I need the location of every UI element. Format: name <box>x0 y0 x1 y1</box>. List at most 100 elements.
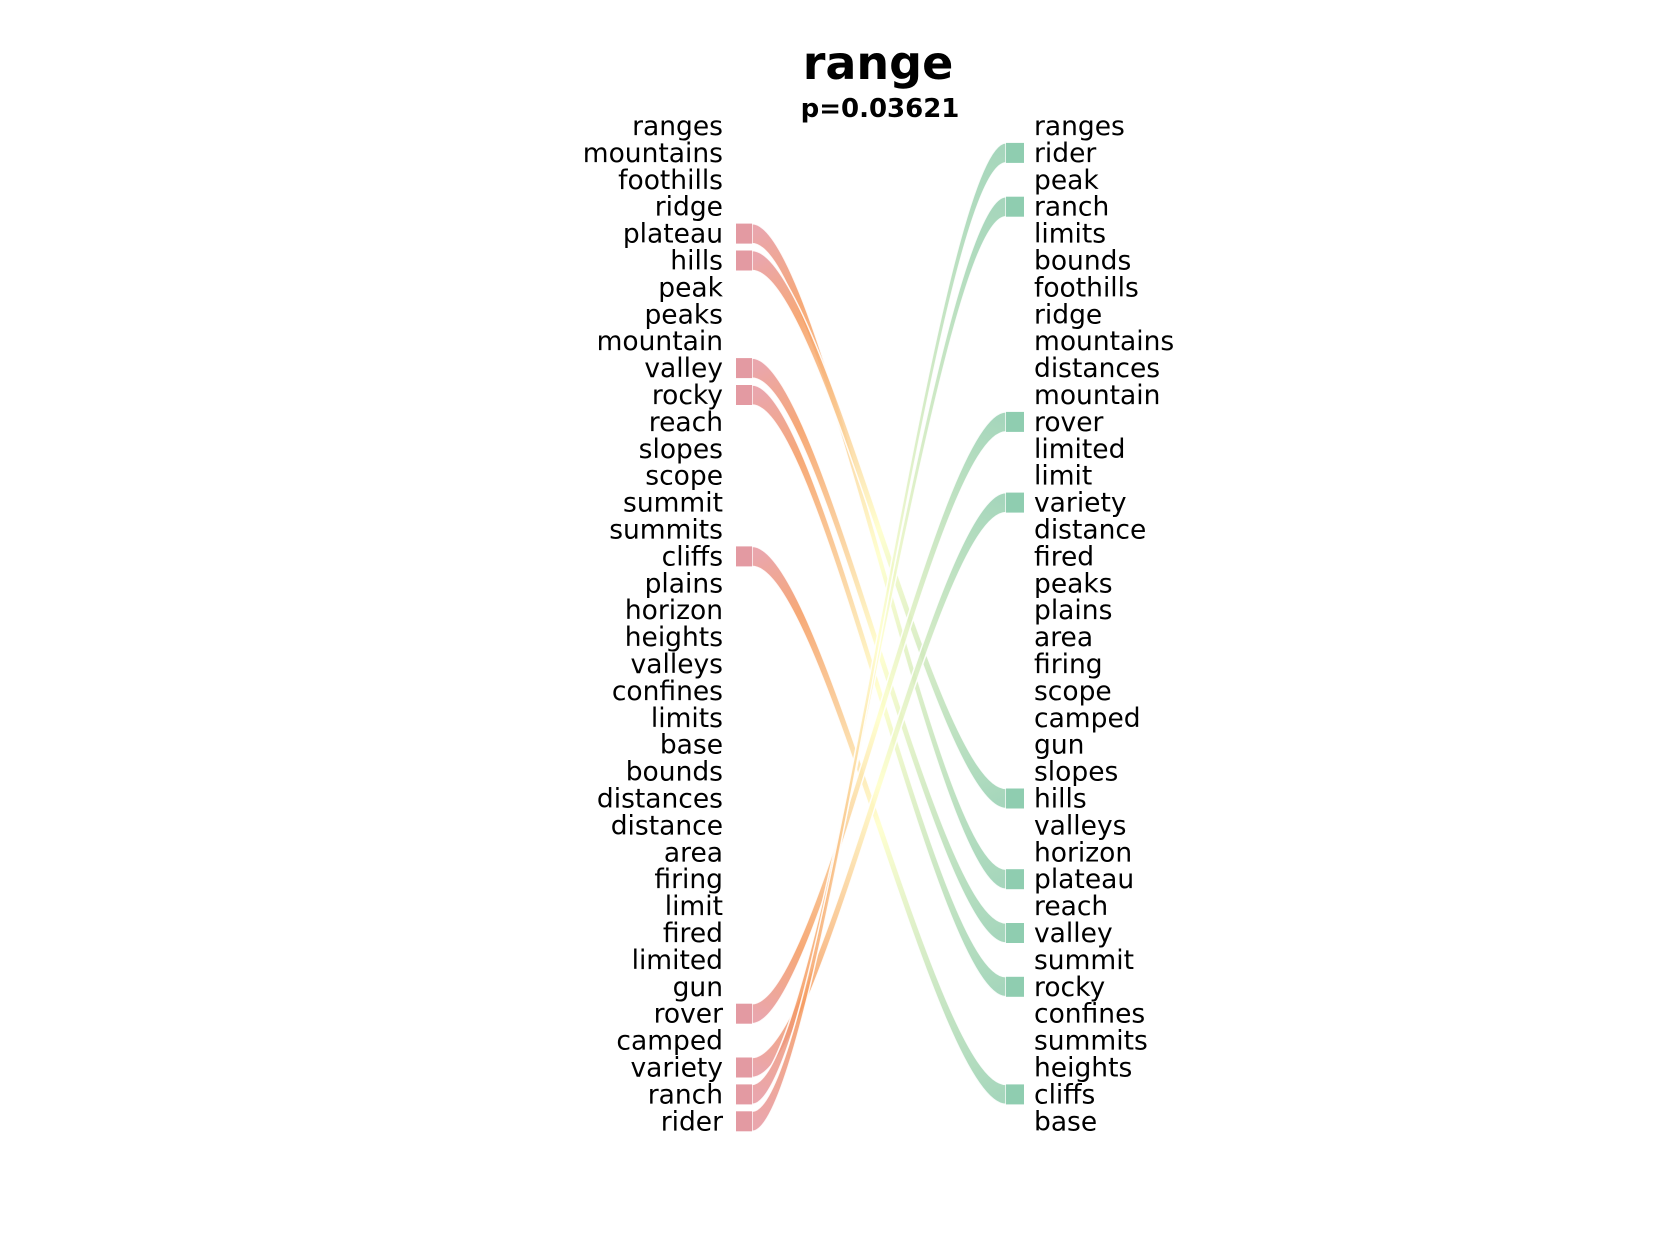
left-word: rocky <box>652 380 723 411</box>
left-marker-rover <box>736 1003 752 1024</box>
right-word: ridge <box>1034 299 1102 330</box>
right-word: peaks <box>1034 568 1113 599</box>
left-word: rider <box>661 1106 723 1137</box>
right-marker-variety <box>1006 492 1024 513</box>
right-word: hills <box>1034 784 1087 815</box>
right-word: horizon <box>1034 837 1132 868</box>
left-word: summits <box>609 515 723 546</box>
right-word: slopes <box>1034 757 1118 788</box>
left-word: ridge <box>655 192 723 223</box>
right-markers <box>1006 142 1024 1105</box>
right-word: foothills <box>1034 272 1139 303</box>
right-word-column: rangesriderpeakranchlimitsboundsfoothill… <box>1034 111 1174 1137</box>
left-word: bounds <box>626 757 723 788</box>
right-word: fired <box>1034 541 1094 572</box>
right-word: valley <box>1034 918 1113 949</box>
right-word: bounds <box>1034 246 1131 277</box>
right-word: valleys <box>1034 810 1126 841</box>
left-marker-ranch <box>736 1084 752 1105</box>
right-word: confines <box>1034 999 1145 1030</box>
right-marker-rover <box>1006 411 1024 432</box>
right-word: ranges <box>1034 111 1125 142</box>
right-marker-cliffs <box>1006 1084 1024 1105</box>
right-word: cliffs <box>1034 1079 1095 1110</box>
left-marker-rider <box>736 1111 752 1132</box>
left-marker-hills <box>736 250 752 271</box>
left-markers <box>736 223 752 1132</box>
left-word: summit <box>623 488 723 519</box>
left-word: distances <box>597 784 723 815</box>
diagram-subtitle: p=0.03621 <box>801 94 960 124</box>
right-word: peak <box>1034 165 1099 196</box>
link-ribbons <box>751 142 1007 1133</box>
left-word: cliffs <box>662 541 723 572</box>
left-word: reach <box>649 407 723 438</box>
left-marker-cliffs <box>736 546 752 567</box>
right-word: limited <box>1034 434 1125 465</box>
left-word: limited <box>632 945 723 976</box>
left-word: mountains <box>583 138 723 169</box>
left-marker-rocky <box>736 385 752 405</box>
left-marker-valley <box>736 358 752 379</box>
left-word: valleys <box>631 649 723 680</box>
right-word: base <box>1034 1106 1097 1137</box>
right-word: ranch <box>1034 192 1109 223</box>
right-word: distance <box>1034 515 1146 546</box>
left-word: area <box>664 837 723 868</box>
right-word: camped <box>1034 703 1141 734</box>
right-word: variety <box>1034 488 1127 519</box>
left-marker-plateau <box>736 223 752 244</box>
left-word-column: rangesmountainsfoothillsridgeplateauhill… <box>583 111 724 1137</box>
right-word: mountain <box>1034 380 1160 411</box>
left-word: rover <box>654 999 724 1030</box>
left-marker-variety <box>736 1057 752 1078</box>
right-word: limit <box>1034 461 1092 492</box>
left-word: heights <box>625 622 723 653</box>
right-word: summit <box>1034 945 1134 976</box>
link-ribbon-variety <box>751 491 1007 1079</box>
right-word: distances <box>1034 353 1160 384</box>
left-word: limit <box>665 891 723 922</box>
left-word: plains <box>645 568 723 599</box>
left-word: slopes <box>639 434 723 465</box>
left-word: firing <box>654 864 723 895</box>
left-word: limits <box>651 703 723 734</box>
left-word: peak <box>658 272 723 303</box>
right-word: heights <box>1034 1053 1132 1084</box>
right-word: area <box>1034 622 1093 653</box>
left-word: hills <box>670 246 723 277</box>
left-word: ranges <box>632 111 723 142</box>
left-word: foothills <box>618 165 723 196</box>
left-word: mountain <box>597 326 723 357</box>
left-word: camped <box>616 1026 723 1057</box>
right-word: plains <box>1034 595 1112 626</box>
right-word: scope <box>1034 676 1112 707</box>
right-marker-ranch <box>1006 196 1024 217</box>
right-word: plateau <box>1034 864 1134 895</box>
left-word: distance <box>611 810 723 841</box>
right-word: rover <box>1034 407 1104 438</box>
left-word: base <box>660 730 723 761</box>
right-marker-rocky <box>1006 976 1024 997</box>
right-word: limits <box>1034 219 1106 250</box>
diagram-title: range <box>803 36 954 90</box>
left-word: valley <box>644 353 723 384</box>
right-word: reach <box>1034 891 1108 922</box>
left-word: confines <box>612 676 723 707</box>
right-word: gun <box>1034 730 1084 761</box>
right-marker-hills <box>1006 788 1024 809</box>
left-word: ranch <box>648 1079 723 1110</box>
left-word: plateau <box>623 219 723 250</box>
right-marker-plateau <box>1006 869 1024 890</box>
left-word: variety <box>630 1053 723 1084</box>
right-marker-rider <box>1006 142 1024 163</box>
right-word: summits <box>1034 1026 1148 1057</box>
right-word: mountains <box>1034 326 1174 357</box>
right-word: rocky <box>1034 972 1105 1003</box>
right-marker-valley <box>1006 923 1024 943</box>
left-word: gun <box>673 972 723 1003</box>
left-word: scope <box>645 461 723 492</box>
left-word: horizon <box>625 595 723 626</box>
left-word: peaks <box>644 299 723 330</box>
